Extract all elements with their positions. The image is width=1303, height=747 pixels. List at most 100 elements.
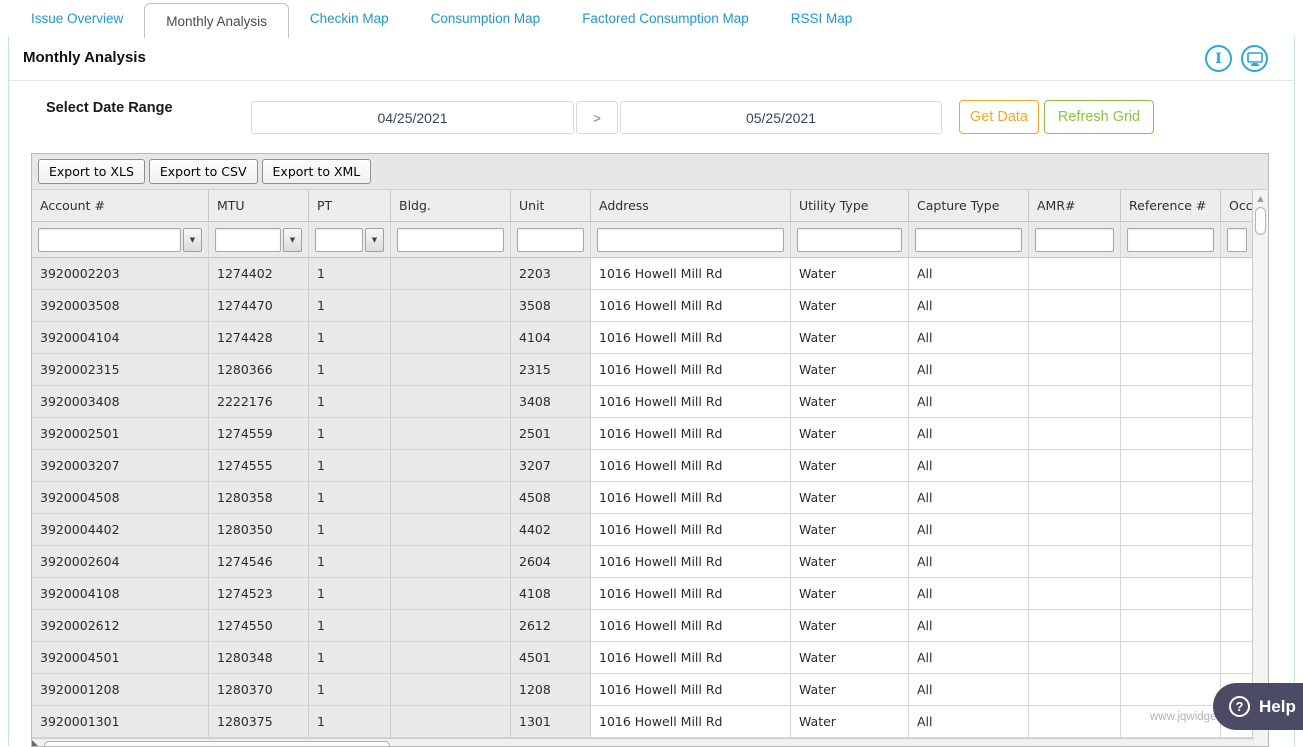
cell-reference — [1121, 482, 1221, 514]
tab-consumption-map[interactable]: Consumption Map — [410, 0, 562, 37]
table-row[interactable]: 39200044021280350144021016 Howell Mill R… — [32, 514, 1254, 546]
scroll-up-button[interactable]: ▲ — [1253, 190, 1268, 206]
column-header-bldg[interactable]: Bldg. — [391, 190, 511, 222]
vertical-scrollbar[interactable]: ▲ — [1252, 190, 1268, 747]
data-grid: Export to XLS Export to CSV Export to XM… — [31, 153, 1269, 747]
table-row[interactable]: 39200034082222176134081016 Howell Mill R… — [32, 386, 1254, 418]
filter-input-reference[interactable] — [1127, 228, 1214, 252]
cell-capture-type: All — [909, 706, 1029, 738]
cell-pt: 1 — [309, 386, 391, 418]
table-row[interactable]: 39200035081274470135081016 Howell Mill R… — [32, 290, 1254, 322]
filter-input-unit[interactable] — [517, 228, 584, 252]
table-row[interactable]: 39200013011280375113011016 Howell Mill R… — [32, 706, 1254, 738]
get-data-button[interactable]: Get Data — [959, 100, 1039, 134]
column-header-address[interactable]: Address — [591, 190, 791, 222]
cell-reference — [1121, 354, 1221, 386]
table-row[interactable]: 39200023151280366123151016 Howell Mill R… — [32, 354, 1254, 386]
cell-bldg — [391, 706, 511, 738]
cell-reference — [1121, 642, 1221, 674]
cell-occ — [1221, 322, 1254, 354]
chevron-down-icon: ▼ — [290, 236, 295, 244]
filter-input-account[interactable] — [38, 228, 181, 252]
export-xml-button[interactable]: Export to XML — [262, 159, 372, 184]
date-range-label: Select Date Range — [46, 100, 173, 116]
filter-dropdown-button-account[interactable]: ▼ — [183, 228, 202, 252]
filter-cell-account: ▼ — [32, 222, 209, 258]
page-title: Monthly Analysis — [23, 49, 146, 66]
vertical-scrollbar-thumb[interactable] — [1255, 207, 1266, 235]
grid-filter-row: ▼ ▼ ▼ — [32, 222, 1254, 258]
table-row[interactable]: 39200022031274402122031016 Howell Mill R… — [32, 258, 1254, 290]
filter-input-mtu[interactable] — [215, 228, 281, 252]
cell-unit: 4508 — [511, 482, 591, 514]
cell-amr — [1029, 514, 1121, 546]
end-date-input[interactable] — [620, 101, 942, 134]
cell-address: 1016 Howell Mill Rd — [591, 450, 791, 482]
filter-input-address[interactable] — [597, 228, 784, 252]
cell-amr — [1029, 610, 1121, 642]
tab-factored-consumption-map[interactable]: Factored Consumption Map — [561, 0, 770, 37]
cell-amr — [1029, 450, 1121, 482]
tab-rssi-map[interactable]: RSSI Map — [770, 0, 874, 37]
cell-utility-type: Water — [791, 578, 909, 610]
cell-pt: 1 — [309, 482, 391, 514]
filter-input-amr[interactable] — [1035, 228, 1114, 252]
cell-occ — [1221, 482, 1254, 514]
filter-input-occ[interactable] — [1227, 228, 1247, 252]
tab-monthly-analysis[interactable]: Monthly Analysis — [144, 3, 289, 38]
filter-input-utility-type[interactable] — [797, 228, 902, 252]
date-range-separator-button[interactable]: > — [576, 101, 618, 134]
cell-address: 1016 Howell Mill Rd — [591, 674, 791, 706]
column-header-capture-type[interactable]: Capture Type — [909, 190, 1029, 222]
table-row[interactable]: 39200045081280358145081016 Howell Mill R… — [32, 482, 1254, 514]
column-header-utility-type[interactable]: Utility Type — [791, 190, 909, 222]
filter-dropdown-button-mtu[interactable]: ▼ — [283, 228, 302, 252]
cell-address: 1016 Howell Mill Rd — [591, 514, 791, 546]
cell-account: 3920004508 — [32, 482, 209, 514]
start-date-input[interactable] — [251, 101, 574, 134]
cell-capture-type: All — [909, 450, 1029, 482]
filter-cell-occ — [1221, 222, 1254, 258]
info-button[interactable]: I — [1205, 45, 1232, 72]
column-header-amr[interactable]: AMR# — [1029, 190, 1121, 222]
table-row[interactable]: 39200045011280348145011016 Howell Mill R… — [32, 642, 1254, 674]
table-row[interactable]: 39200026121274550126121016 Howell Mill R… — [32, 610, 1254, 642]
cell-amr — [1029, 674, 1121, 706]
cell-unit: 1208 — [511, 674, 591, 706]
cell-pt: 1 — [309, 450, 391, 482]
grid-body: 39200022031274402122031016 Howell Mill R… — [32, 258, 1254, 738]
cell-bldg — [391, 418, 511, 450]
table-row[interactable]: 39200041081274523141081016 Howell Mill R… — [32, 578, 1254, 610]
cell-utility-type: Water — [791, 386, 909, 418]
cell-account: 3920001208 — [32, 674, 209, 706]
table-row[interactable]: 39200012081280370112081016 Howell Mill R… — [32, 674, 1254, 706]
export-xls-button[interactable]: Export to XLS — [38, 159, 145, 184]
table-row[interactable]: 39200026041274546126041016 Howell Mill R… — [32, 546, 1254, 578]
table-row[interactable]: 39200032071274555132071016 Howell Mill R… — [32, 450, 1254, 482]
table-row[interactable]: 39200041041274428141041016 Howell Mill R… — [32, 322, 1254, 354]
horizontal-scrollbar[interactable] — [32, 738, 1254, 747]
tab-issue-overview[interactable]: Issue Overview — [10, 0, 144, 37]
help-button[interactable]: ? Help — [1213, 683, 1303, 730]
refresh-grid-button[interactable]: Refresh Grid — [1044, 100, 1154, 134]
column-header-occ[interactable]: Occ — [1221, 190, 1254, 222]
column-header-pt[interactable]: PT — [309, 190, 391, 222]
display-button[interactable] — [1241, 45, 1268, 72]
filter-dropdown-button-pt[interactable]: ▼ — [365, 228, 384, 252]
column-header-mtu[interactable]: MTU — [209, 190, 309, 222]
cell-occ — [1221, 546, 1254, 578]
filter-input-bldg[interactable] — [397, 228, 504, 252]
column-header-unit[interactable]: Unit — [511, 190, 591, 222]
cell-occ — [1221, 258, 1254, 290]
column-header-account[interactable]: Account # — [32, 190, 209, 222]
filter-input-pt[interactable] — [315, 228, 363, 252]
column-header-reference[interactable]: Reference # — [1121, 190, 1221, 222]
cell-reference — [1121, 578, 1221, 610]
monthly-analysis-panel: Monthly Analysis I Select Date Range > G… — [8, 36, 1295, 746]
tab-checkin-map[interactable]: Checkin Map — [289, 0, 410, 37]
info-icon: I — [1215, 51, 1222, 67]
export-csv-button[interactable]: Export to CSV — [149, 159, 258, 184]
horizontal-scrollbar-thumb[interactable] — [44, 741, 390, 747]
filter-input-capture-type[interactable] — [915, 228, 1022, 252]
table-row[interactable]: 39200025011274559125011016 Howell Mill R… — [32, 418, 1254, 450]
